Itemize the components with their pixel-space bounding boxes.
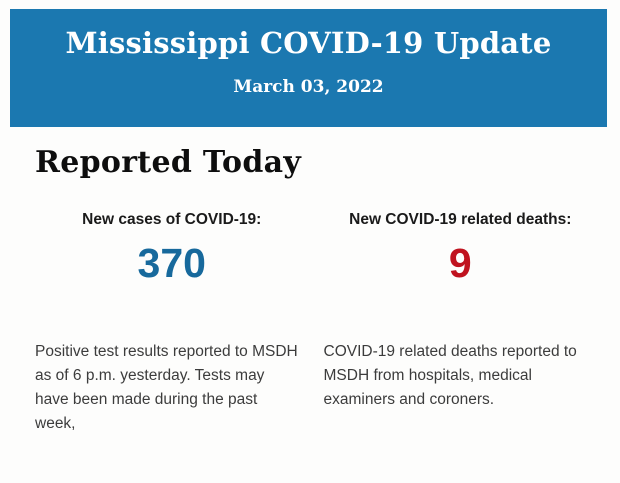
newsletter-title: Mississippi COVID-19 Update (65, 26, 552, 60)
new-cases-description: Positive test results reported to MSDH a… (35, 343, 298, 432)
stat-new-cases: New cases of COVID-19: 370 Positive test… (35, 210, 309, 436)
stats-grid: New cases of COVID-19: 370 Positive test… (35, 210, 597, 436)
newsletter-header: Mississippi COVID-19 Update March 03, 20… (10, 9, 607, 127)
section-title: Reported Today (35, 145, 302, 180)
new-cases-value: 370 (137, 240, 206, 286)
new-deaths-value: 9 (448, 240, 472, 286)
newsletter-date: March 03, 2022 (233, 77, 384, 97)
stat-new-deaths: New COVID-19 related deaths: 9 COVID-19 … (324, 210, 598, 436)
report-section: Reported Today New cases of COVID-19: 37… (10, 127, 607, 436)
new-deaths-label: New COVID-19 related deaths: (349, 211, 572, 228)
new-deaths-description: COVID-19 related deaths reported to MSDH… (323, 343, 577, 408)
new-cases-label: New cases of COVID-19: (82, 211, 262, 228)
